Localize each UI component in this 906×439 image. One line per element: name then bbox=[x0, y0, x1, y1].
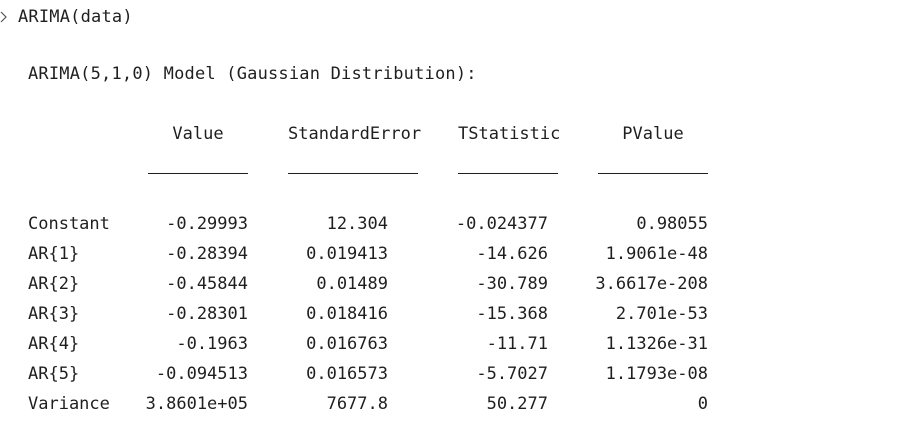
tstatistic-cell: -15.368 bbox=[476, 304, 548, 324]
column-rule-standard-error bbox=[288, 173, 418, 174]
row-label: AR{2} bbox=[28, 274, 80, 294]
tstatistic-cell: -30.789 bbox=[476, 274, 548, 294]
row-label: AR{1} bbox=[28, 244, 80, 264]
column-rule-pvalue bbox=[598, 173, 708, 174]
value-cell: -0.28301 bbox=[166, 304, 248, 324]
standard-error-cell: 0.018416 bbox=[306, 304, 388, 324]
pvalue-cell: 3.6617e-208 bbox=[595, 274, 708, 294]
pvalue-cell: 0.98055 bbox=[636, 214, 708, 234]
value-cell: -0.094513 bbox=[155, 364, 248, 384]
tstatistic-cell: -11.71 bbox=[486, 334, 548, 354]
column-header-value: Value bbox=[172, 124, 224, 144]
model-title: ARIMA(5,1,0) Model (Gaussian Distributio… bbox=[28, 64, 477, 84]
column-header-standard-error: StandardError bbox=[288, 124, 422, 144]
row-label: AR{5} bbox=[28, 364, 80, 384]
standard-error-cell: 0.019413 bbox=[306, 244, 388, 264]
standard-error-cell: 12.304 bbox=[326, 214, 388, 234]
column-rule-tstatistic bbox=[458, 173, 558, 174]
command-line: ARIMA(data) bbox=[0, 6, 133, 28]
value-cell: -0.28394 bbox=[166, 244, 248, 264]
pvalue-cell: 2.701e-53 bbox=[615, 304, 708, 324]
pvalue-cell: 0 bbox=[697, 394, 708, 414]
column-header-tstatistic: TStatistic bbox=[458, 124, 561, 144]
tstatistic-cell: 50.277 bbox=[486, 394, 548, 414]
value-cell: -0.45844 bbox=[166, 274, 248, 294]
value-cell: -0.29993 bbox=[166, 214, 248, 234]
row-label: Constant bbox=[28, 214, 110, 234]
row-label: AR{3} bbox=[28, 304, 80, 324]
tstatistic-cell: -14.626 bbox=[476, 244, 548, 264]
standard-error-cell: 0.016763 bbox=[306, 334, 388, 354]
chevron-right-icon bbox=[0, 6, 14, 28]
pvalue-cell: 1.1326e-31 bbox=[605, 334, 708, 354]
command-text[interactable]: ARIMA(data) bbox=[18, 7, 133, 27]
tstatistic-cell: -0.024377 bbox=[455, 214, 548, 234]
standard-error-cell: 7677.8 bbox=[326, 394, 388, 414]
row-label: AR{4} bbox=[28, 334, 80, 354]
tstatistic-cell: -5.7027 bbox=[476, 364, 548, 384]
standard-error-cell: 0.01489 bbox=[316, 274, 388, 294]
value-cell: 3.8601e+05 bbox=[145, 394, 248, 414]
column-rule-value bbox=[148, 173, 248, 174]
pvalue-cell: 1.9061e-48 bbox=[605, 244, 708, 264]
pvalue-cell: 1.1793e-08 bbox=[605, 364, 708, 384]
standard-error-cell: 0.016573 bbox=[306, 364, 388, 384]
column-header-pvalue: PValue bbox=[622, 124, 684, 144]
value-cell: -0.1963 bbox=[176, 334, 248, 354]
row-label: Variance bbox=[28, 394, 110, 414]
